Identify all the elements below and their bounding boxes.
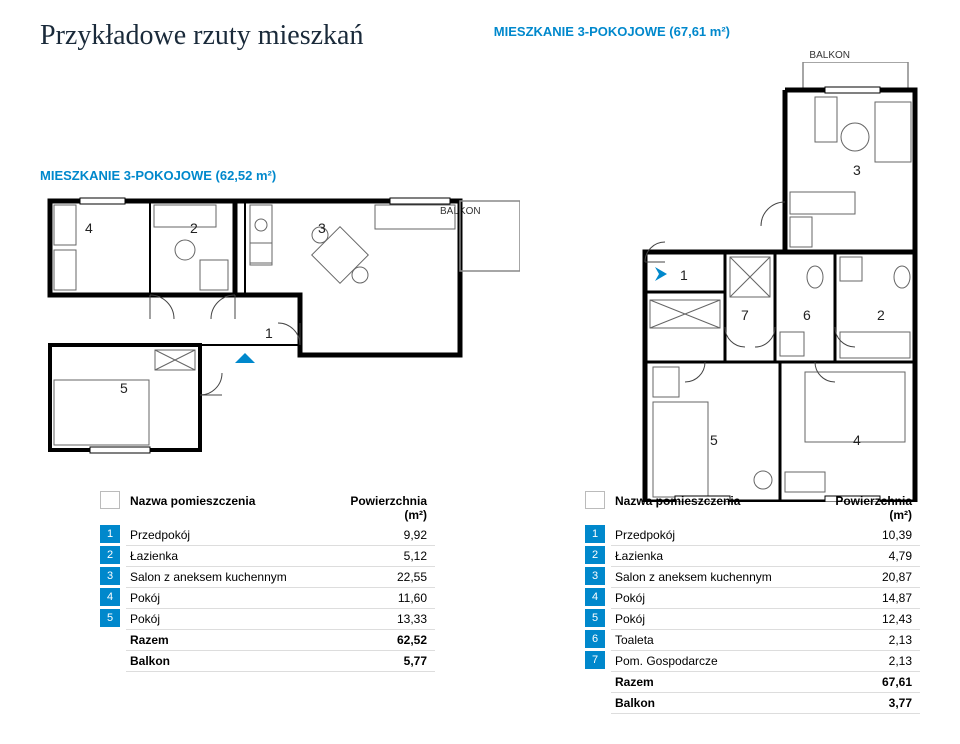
row-numbox: 4 (100, 588, 120, 606)
table-row: 4 Pokój 14,87 (585, 588, 920, 609)
table-header: Nazwa pomieszczenia Powierzchnia (m²) (585, 491, 920, 525)
floorplan-left-svg (40, 195, 520, 455)
room-number: 3 (318, 220, 326, 236)
row-name: Pokój (126, 588, 345, 609)
row-val: 4,79 (830, 546, 920, 567)
row-name: Salon z aneksem kuchennym (126, 567, 345, 588)
table-row: 2 Łazienka 4,79 (585, 546, 920, 567)
header-name: Nazwa pomieszczenia (126, 491, 345, 525)
room-number: 7 (741, 307, 749, 323)
row-numbox: 2 (585, 546, 605, 564)
room-number: 4 (85, 220, 93, 236)
row-val: 5,12 (345, 546, 435, 567)
room-number: 6 (803, 307, 811, 323)
row-val: 20,87 (830, 567, 920, 588)
row-name: Pokój (611, 609, 830, 630)
row-name: Toaleta (611, 630, 830, 651)
row-numbox: 2 (100, 546, 120, 564)
balkon-label-top: BALKON (809, 50, 850, 61)
total-name: Balkon (611, 693, 830, 714)
total-val: 5,77 (345, 651, 435, 672)
row-name: Salon z aneksem kuchennym (611, 567, 830, 588)
row-val: 2,13 (830, 630, 920, 651)
table-right: Nazwa pomieszczenia Powierzchnia (m²) 1 … (585, 491, 920, 714)
row-numbox: 1 (585, 525, 605, 543)
room-number: 5 (120, 380, 128, 396)
total-val: 62,52 (345, 630, 435, 651)
tables-row: Nazwa pomieszczenia Powierzchnia (m²) 1 … (100, 491, 920, 714)
row-name: Przedpokój (126, 525, 345, 546)
table-row: 1 Przedpokój 9,92 (100, 525, 435, 546)
room-number: 1 (680, 267, 688, 283)
table-row: 5 Pokój 13,33 (100, 609, 435, 630)
table-left: Nazwa pomieszczenia Powierzchnia (m²) 1 … (100, 491, 435, 714)
room-number: 1 (265, 325, 273, 341)
table-row: 7 Pom. Gospodarcze 2,13 (585, 651, 920, 672)
row-val: 9,92 (345, 525, 435, 546)
room-number: 4 (853, 432, 861, 448)
row-val: 11,60 (345, 588, 435, 609)
row-numbox: 7 (585, 651, 605, 669)
header-val: Powierzchnia (m²) (830, 491, 920, 525)
floorplan-right: 1 2 3 4 5 6 7 (615, 62, 925, 502)
row-name: Pokój (611, 588, 830, 609)
row-numbox: 3 (585, 567, 605, 585)
header-val: Powierzchnia (m²) (345, 491, 435, 525)
table-row: 6 Toaleta 2,13 (585, 630, 920, 651)
row-val: 10,39 (830, 525, 920, 546)
row-numbox: 1 (100, 525, 120, 543)
row-numbox: 5 (585, 609, 605, 627)
plan-left-label: MIESZKANIE 3-POKOJOWE (62,52 m²) (40, 168, 276, 183)
row-val: 13,33 (345, 609, 435, 630)
header-name: Nazwa pomieszczenia (611, 491, 830, 525)
table-row: 5 Pokój 12,43 (585, 609, 920, 630)
table-total-row: Balkon 5,77 (100, 651, 435, 672)
row-name: Łazienka (126, 546, 345, 567)
total-val: 67,61 (830, 672, 920, 693)
row-name: Pom. Gospodarcze (611, 651, 830, 672)
table-row: 1 Przedpokój 10,39 (585, 525, 920, 546)
table-row: 3 Salon z aneksem kuchennym 20,87 (585, 567, 920, 588)
row-val: 2,13 (830, 651, 920, 672)
row-numbox: 3 (100, 567, 120, 585)
total-val: 3,77 (830, 693, 920, 714)
table-header: Nazwa pomieszczenia Powierzchnia (m²) (100, 491, 435, 525)
total-name: Razem (126, 630, 345, 651)
table-row: 4 Pokój 11,60 (100, 588, 435, 609)
room-number: 2 (190, 220, 198, 236)
table-row: 2 Łazienka 5,12 (100, 546, 435, 567)
table-total-row: Balkon 3,77 (585, 693, 920, 714)
header-numbox (585, 491, 605, 509)
row-val: 22,55 (345, 567, 435, 588)
table-total-row: Razem 62,52 (100, 630, 435, 651)
room-number: 2 (877, 307, 885, 323)
floorplan-left: 1 2 3 4 5 (40, 195, 520, 455)
row-numbox: 4 (585, 588, 605, 606)
room-number: 3 (853, 162, 861, 178)
row-numbox: 6 (585, 630, 605, 648)
row-val: 12,43 (830, 609, 920, 630)
row-val: 14,87 (830, 588, 920, 609)
plan-right-label: MIESZKANIE 3-POKOJOWE (67,61 m²) (494, 24, 730, 39)
row-name: Pokój (126, 609, 345, 630)
room-number: 5 (710, 432, 718, 448)
total-name: Razem (611, 672, 830, 693)
total-name: Balkon (126, 651, 345, 672)
page-title: Przykładowe rzuty mieszkań (40, 20, 920, 52)
floorplan-right-svg (615, 62, 925, 502)
header-numbox (100, 491, 120, 509)
row-numbox: 5 (100, 609, 120, 627)
table-total-row: Razem 67,61 (585, 672, 920, 693)
table-row: 3 Salon z aneksem kuchennym 22,55 (100, 567, 435, 588)
row-name: Przedpokój (611, 525, 830, 546)
row-name: Łazienka (611, 546, 830, 567)
